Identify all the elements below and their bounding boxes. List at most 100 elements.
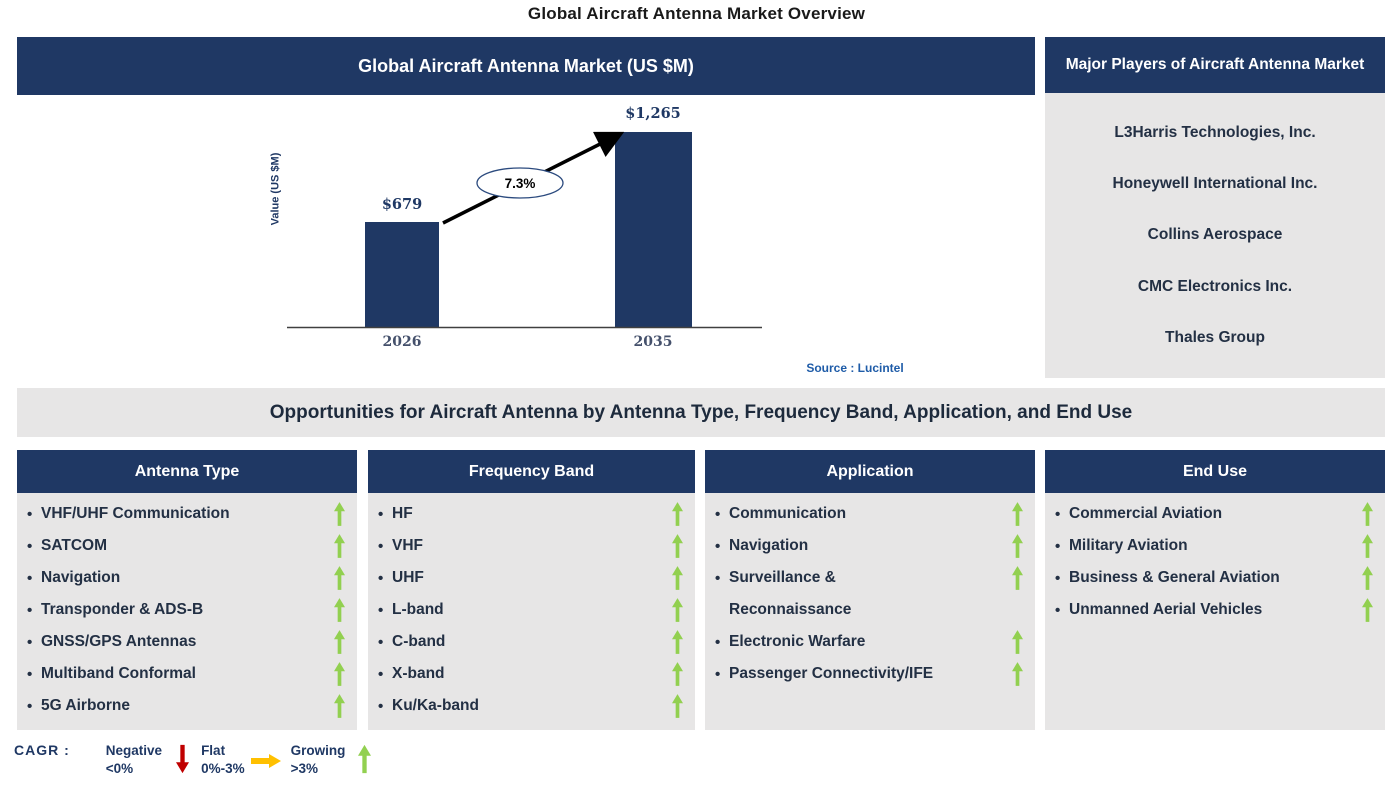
trend-down-icon bbox=[176, 744, 190, 774]
bullet-icon: • bbox=[1055, 537, 1061, 555]
column-header-frequency-band: Frequency Band bbox=[368, 450, 695, 493]
company-name: L3Harris Technologies, Inc. bbox=[1114, 123, 1316, 141]
bullet-icon: • bbox=[378, 633, 384, 651]
bar-chart: Value (US $M) $679 $1,265 2026 2035 7.3%… bbox=[17, 95, 1035, 380]
column-body-application: • Communication • Navigation • Surveillance &… bbox=[705, 493, 1035, 730]
list-item: • Military Aviation bbox=[1055, 530, 1373, 562]
bullet-icon: • bbox=[27, 665, 33, 683]
trend-up-icon bbox=[334, 662, 345, 686]
bullet-icon: • bbox=[27, 537, 33, 555]
major-players-title: Major Players of Aircraft Antenna Market bbox=[1065, 55, 1365, 73]
column-body-end-use: • Commercial Aviation • Military Aviation • B… bbox=[1045, 493, 1385, 730]
bullet-icon: • bbox=[27, 569, 33, 587]
list-item: • SATCOM bbox=[27, 530, 345, 562]
bullet-icon: • bbox=[378, 537, 384, 555]
list-item: • VHF bbox=[378, 530, 683, 562]
list-item: • Business & General Aviation bbox=[1055, 562, 1373, 594]
opportunity-label: Business & General Aviation bbox=[1069, 569, 1280, 586]
list-item: • Transponder & ADS-B bbox=[27, 594, 345, 626]
opportunity-label: HF bbox=[392, 505, 413, 522]
opportunities-banner: Opportunities for Aircraft Antenna by An… bbox=[17, 388, 1385, 437]
trend-up-icon bbox=[334, 630, 345, 654]
bar-2035[interactable] bbox=[615, 132, 692, 327]
list-item: • X-band bbox=[378, 658, 683, 690]
major-players-panel: Major Players of Aircraft Antenna Market… bbox=[1045, 37, 1385, 378]
column-header-label: End Use bbox=[1182, 462, 1247, 480]
trend-up-icon bbox=[334, 598, 345, 622]
bullet-icon: • bbox=[1055, 601, 1061, 619]
column-header-label: Application bbox=[826, 462, 914, 480]
bullet-icon: • bbox=[1055, 505, 1061, 523]
trend-up-icon bbox=[672, 694, 683, 718]
legend-name-flat: Flat bbox=[201, 743, 226, 758]
trend-up-icon bbox=[334, 502, 345, 526]
trend-up-icon bbox=[672, 534, 683, 558]
market-chart-panel: Global Aircraft Antenna Market (US $M) V… bbox=[17, 37, 1035, 380]
list-item: • Navigation bbox=[715, 530, 1023, 562]
x-tick-2026: 2026 bbox=[382, 334, 422, 350]
list-item: • GNSS/GPS Antennas bbox=[27, 626, 345, 658]
legend-range-flat: 0%-3% bbox=[201, 761, 245, 776]
bar-2026[interactable] bbox=[365, 222, 439, 327]
legend-title: CAGR : bbox=[14, 742, 70, 758]
list-item: • HF bbox=[378, 498, 683, 530]
trend-up-icon bbox=[1012, 534, 1023, 558]
legend-entry-negative: Negative <0% bbox=[106, 742, 162, 778]
opportunity-label: Transponder & ADS-B bbox=[41, 601, 204, 618]
column-header-antenna-type: Antenna Type bbox=[17, 450, 357, 493]
bullet-icon: • bbox=[378, 601, 384, 619]
trend-up-icon bbox=[334, 534, 345, 558]
trend-up-icon bbox=[672, 662, 683, 686]
bullet-icon: • bbox=[27, 505, 33, 523]
opportunity-label: GNSS/GPS Antennas bbox=[41, 633, 197, 650]
opportunity-label: Unmanned Aerial Vehicles bbox=[1069, 601, 1263, 618]
opportunity-label: Commercial Aviation bbox=[1069, 505, 1223, 522]
bullet-icon: • bbox=[27, 697, 33, 715]
trend-up-icon bbox=[1012, 630, 1023, 654]
bullet-icon: • bbox=[715, 633, 721, 651]
trend-up-icon bbox=[672, 566, 683, 590]
list-item: • Multiband Conformal bbox=[27, 658, 345, 690]
x-tick-2035: 2035 bbox=[633, 334, 673, 350]
list-item: • 5G Airborne bbox=[27, 690, 345, 722]
bar-value-2026: $679 bbox=[381, 196, 423, 213]
opportunity-label: UHF bbox=[392, 569, 424, 586]
opportunity-label: X-band bbox=[392, 665, 445, 682]
trend-up-icon bbox=[672, 630, 683, 654]
opportunity-label: Reconnaissance bbox=[729, 601, 852, 618]
trend-up-icon bbox=[334, 694, 345, 718]
column-header-label: Antenna Type bbox=[134, 462, 240, 480]
bullet-icon: • bbox=[27, 601, 33, 619]
opportunity-label: Electronic Warfare bbox=[729, 633, 866, 650]
trend-flat-icon bbox=[250, 754, 281, 768]
bullet-icon: • bbox=[27, 633, 33, 651]
opportunity-label: SATCOM bbox=[41, 537, 108, 554]
legend-entry-growing: Growing >3% bbox=[291, 742, 346, 778]
trend-up-icon bbox=[1362, 566, 1373, 590]
source-caption: Source : Lucintel bbox=[806, 361, 904, 375]
y-axis-label: Value (US $M) bbox=[269, 152, 282, 226]
opportunities-banner-text: Opportunities for Aircraft Antenna by An… bbox=[269, 401, 1133, 423]
bullet-icon: • bbox=[715, 665, 721, 683]
trend-up-icon bbox=[672, 502, 683, 526]
opportunity-label: Multiband Conformal bbox=[41, 665, 196, 682]
company-name: Thales Group bbox=[1165, 329, 1265, 347]
list-item: • Communication bbox=[715, 498, 1023, 530]
trend-up-icon bbox=[1362, 502, 1373, 526]
column-body-antenna-type: • VHF/UHF Communication • SATCOM • Navigation… bbox=[17, 493, 357, 730]
list-item: • C-band bbox=[378, 626, 683, 658]
cagr-bubble-ellipse bbox=[476, 167, 564, 199]
list-item: • UHF bbox=[378, 562, 683, 594]
opportunity-label: 5G Airborne bbox=[41, 697, 130, 714]
opportunity-label: Surveillance & bbox=[729, 569, 836, 586]
opportunity-label: VHF bbox=[392, 537, 423, 554]
trend-up-icon bbox=[672, 598, 683, 622]
column-header-end-use: End Use bbox=[1045, 450, 1385, 493]
cagr-value: 7.3% bbox=[504, 175, 536, 191]
opportunity-label: VHF/UHF Communication bbox=[41, 505, 230, 522]
bullet-icon: • bbox=[715, 537, 721, 555]
trend-up-icon bbox=[1362, 534, 1373, 558]
legend-range-negative: <0% bbox=[105, 761, 134, 776]
trend-up-icon bbox=[1012, 502, 1023, 526]
list-item-continuation: Reconnaissance bbox=[715, 594, 1023, 626]
